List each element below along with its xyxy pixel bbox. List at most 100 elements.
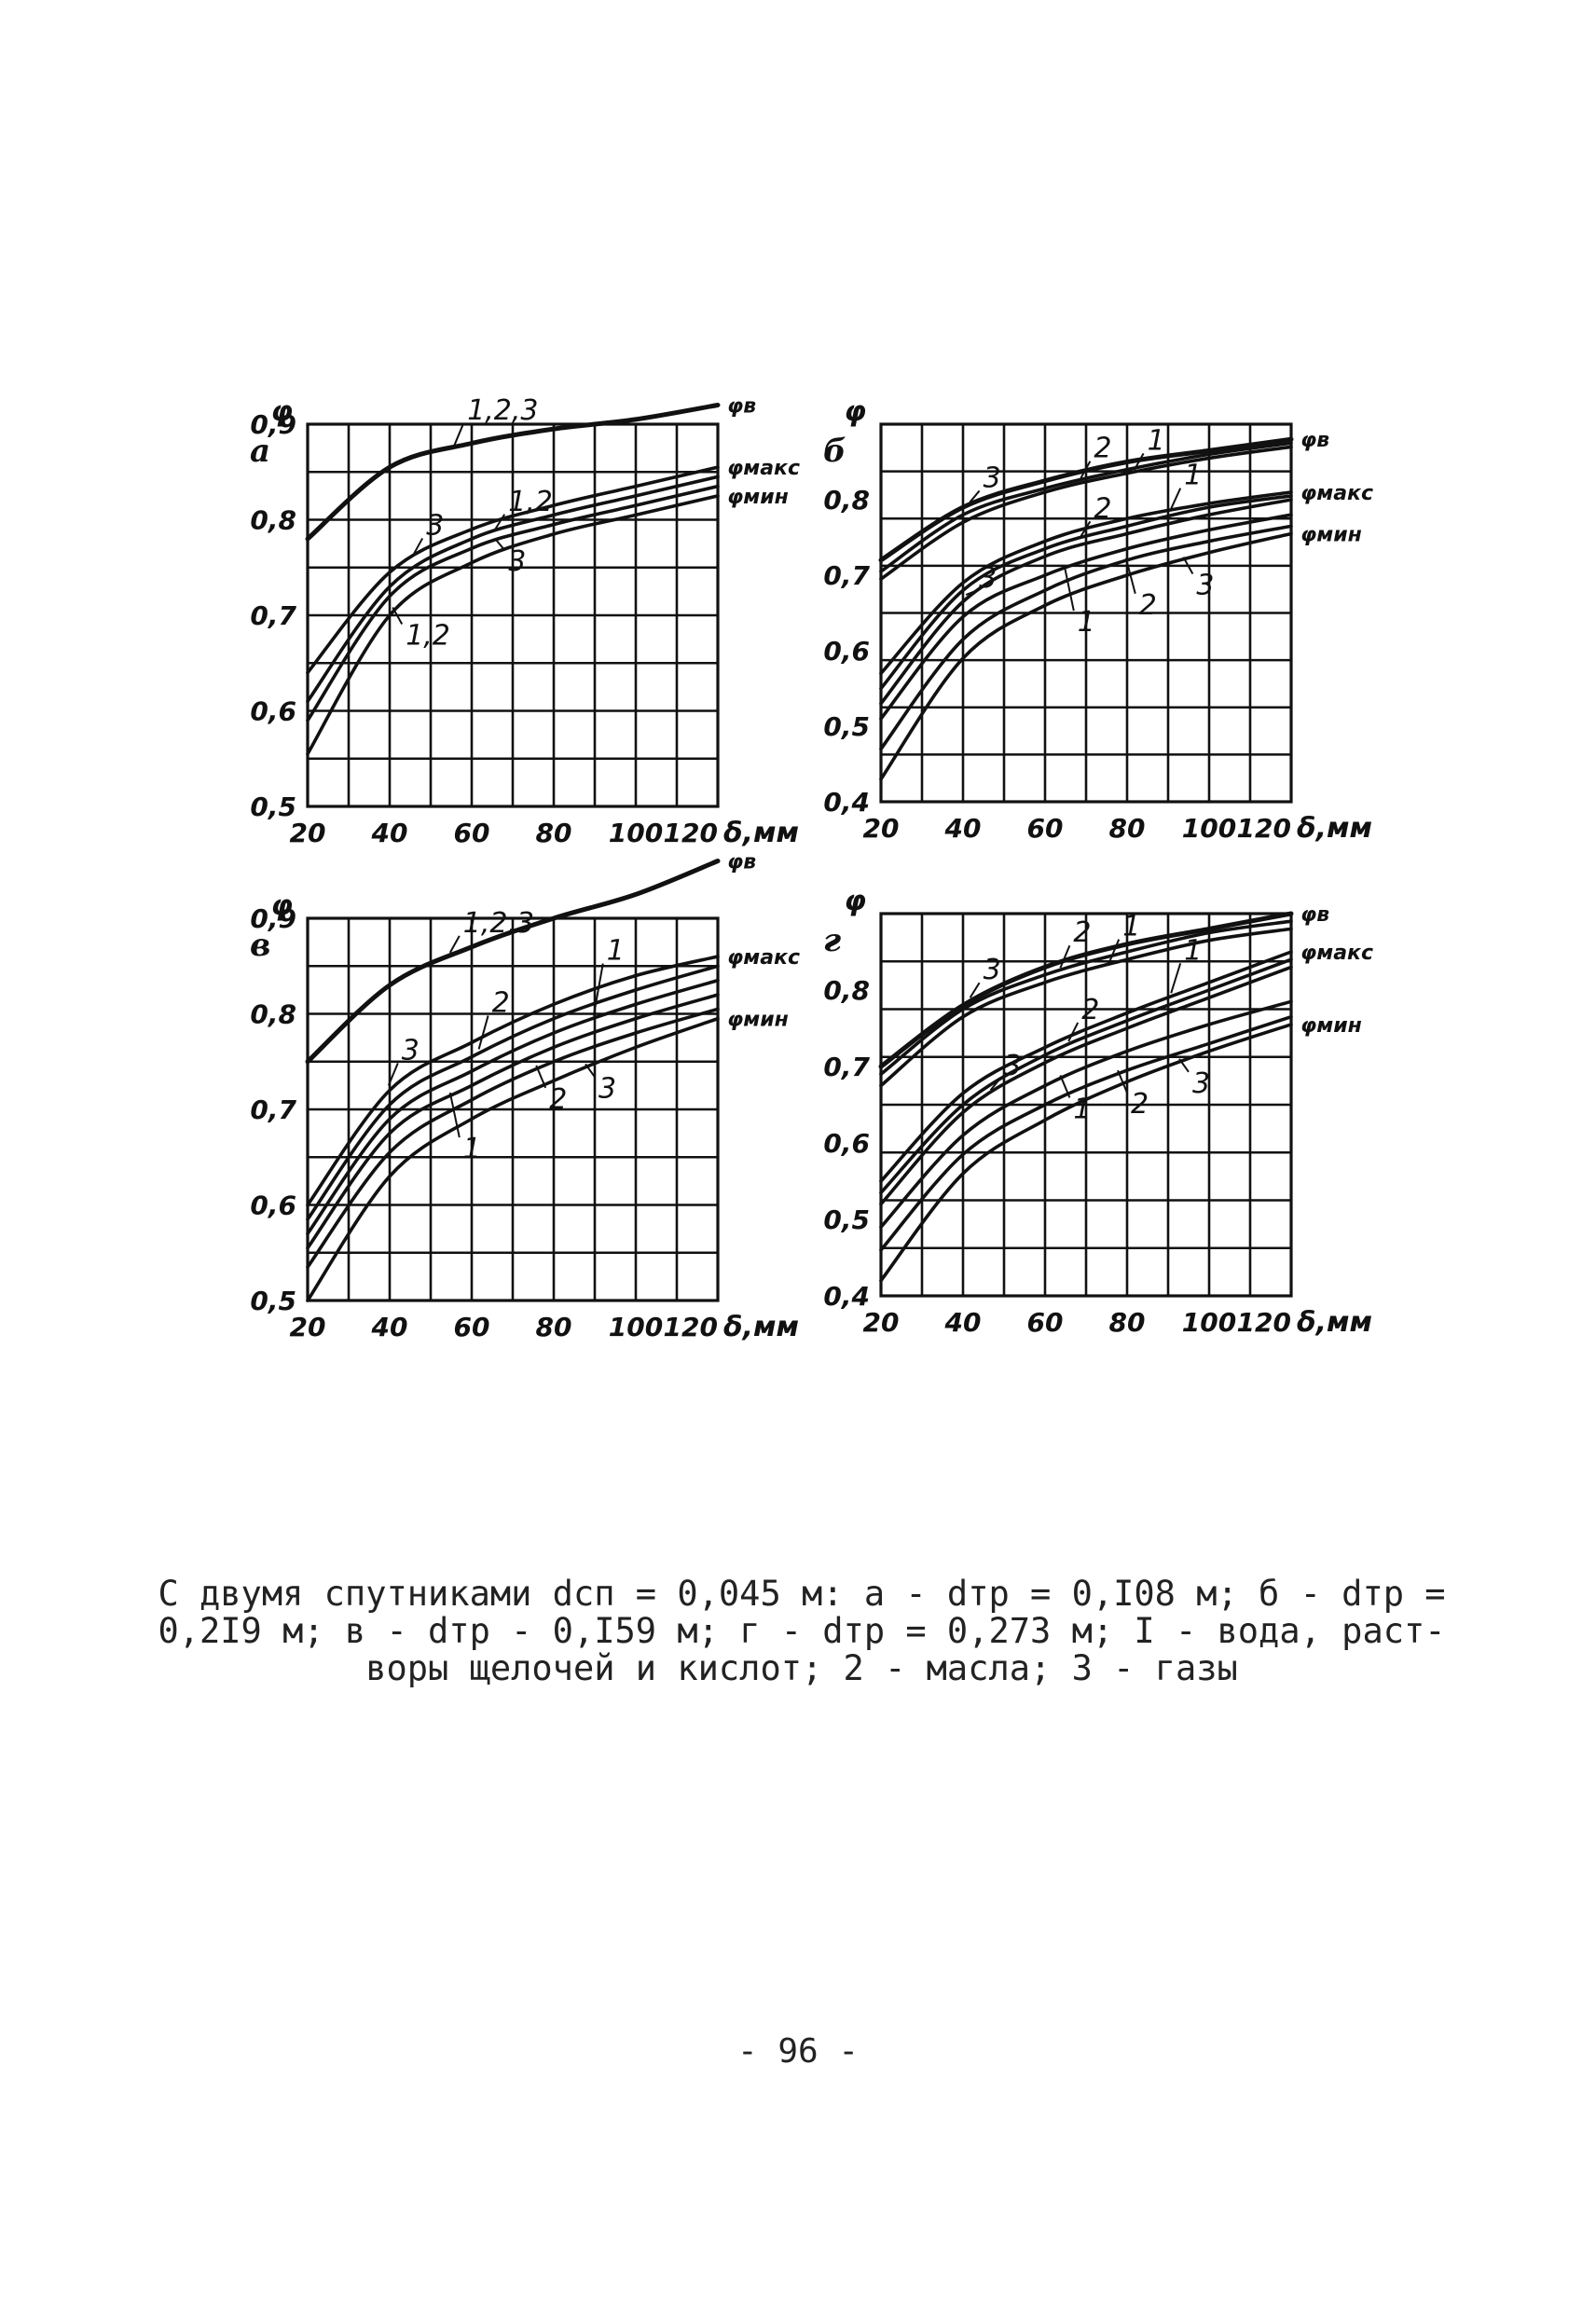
annotation-leader — [448, 935, 461, 954]
series-label: φмин — [1300, 523, 1362, 546]
x-tick-label: 120 — [664, 818, 718, 848]
x-tick-label: 100 — [609, 818, 663, 848]
annotation-leader — [969, 489, 981, 503]
x-tick-label: 20 — [863, 813, 900, 844]
series-line — [306, 993, 720, 1250]
series-line — [879, 919, 1293, 1076]
annotation-leader — [1108, 939, 1121, 963]
annotation-leader — [969, 982, 981, 998]
plot-frame — [306, 916, 720, 1302]
y-tick-label: 0,9 — [250, 903, 296, 934]
series-label: φмакс — [727, 457, 800, 480]
y-tick-label: 0,7 — [250, 1094, 296, 1125]
x-tick-label: 60 — [454, 1312, 490, 1342]
curve-number-label: 3 — [426, 509, 444, 542]
annotation-leader — [494, 538, 505, 551]
y-tick-label: 0,6 — [250, 696, 296, 727]
series-line — [879, 1014, 1293, 1252]
annotation-leader — [1063, 565, 1075, 612]
series-label: φмакс — [1300, 942, 1373, 965]
series-label: φмакс — [1300, 482, 1373, 505]
y-axis-label: φ — [845, 885, 866, 917]
series-line — [306, 955, 720, 1207]
curve-number-label: 1 — [1078, 606, 1095, 639]
curve-number-label: 1 — [1184, 934, 1202, 967]
series-label: φмин — [727, 486, 789, 509]
series-label: φв — [727, 395, 756, 419]
annotation-leader — [1133, 452, 1145, 471]
curve-number-label: 3 — [402, 1034, 420, 1067]
series-line — [306, 1016, 720, 1302]
page-number: - 96 - — [736, 2032, 860, 2071]
y-tick-label: 0,5 — [823, 1204, 870, 1235]
curve-number-label: 1,2,3 — [463, 907, 534, 940]
x-tick-label: 60 — [454, 818, 490, 848]
x-axis-label: δ,мм — [1297, 812, 1372, 845]
annotation-leader — [1170, 962, 1182, 994]
y-tick-label: 0,5 — [250, 791, 296, 822]
curve-number-label: 2 — [549, 1083, 567, 1116]
annotation-leader — [1059, 944, 1071, 969]
annotation-leader — [1067, 1022, 1080, 1042]
y-tick-label: 0,5 — [250, 1286, 296, 1316]
x-tick-label: 40 — [944, 1307, 982, 1338]
annotation-leader — [412, 537, 424, 556]
x-tick-label: 40 — [944, 813, 982, 844]
annotation-leader — [1080, 461, 1092, 479]
curve-number-label: 1 — [1184, 460, 1202, 492]
series-label: φмин — [1300, 1014, 1362, 1038]
series-line — [306, 494, 720, 756]
annotation-leader — [448, 1092, 461, 1138]
annotation-leader — [1080, 520, 1092, 537]
series-label: φв — [1300, 429, 1329, 452]
x-tick-label: 20 — [290, 1312, 326, 1342]
series-line — [305, 403, 721, 542]
y-tick-label: 0,7 — [250, 600, 296, 631]
x-axis-label: δ,мм — [723, 817, 799, 849]
y-tick-label: 0,7 — [823, 560, 870, 591]
curve-number-label: 3 — [508, 545, 526, 578]
series-line — [879, 927, 1293, 1088]
x-tick-label: 80 — [1109, 1307, 1146, 1338]
grid — [881, 424, 1291, 802]
x-tick-label: 20 — [863, 1307, 900, 1338]
series-label: φв — [1300, 903, 1329, 927]
annotation-leader — [1178, 1058, 1190, 1073]
annotation-leader — [989, 1078, 1001, 1091]
series-label: φв — [727, 851, 756, 874]
panel-letter: г — [823, 922, 841, 959]
annotation-leader — [592, 963, 604, 1016]
curve-number-label: 3 — [984, 954, 1001, 986]
curve-number-label: 1,2 — [508, 486, 553, 518]
series-line — [305, 859, 721, 1065]
x-tick-label: 80 — [1109, 813, 1146, 844]
curve-number-label: 1,2 — [406, 620, 450, 653]
annotation-leader — [387, 1062, 399, 1086]
series-line — [306, 475, 720, 704]
curve-number-label: 1 — [1148, 424, 1165, 457]
y-tick-label: 0,6 — [823, 636, 870, 667]
x-tick-label: 40 — [371, 818, 408, 848]
series-line — [879, 494, 1293, 691]
x-tick-label: 100 — [1182, 1307, 1236, 1338]
y-tick-label: 0,8 — [823, 485, 870, 516]
x-tick-label: 80 — [536, 1312, 572, 1342]
curve-number-label: 3 — [984, 461, 1001, 494]
curve-number-label: 3 — [979, 562, 997, 595]
annotation-leader — [1059, 1075, 1071, 1098]
annotation-leader — [1124, 557, 1136, 595]
curve-number-label: 1,2,3 — [467, 394, 538, 427]
y-tick-label: 0,4 — [823, 1281, 870, 1312]
y-tick-label: 0,6 — [823, 1128, 870, 1159]
curve-number-label: 3 — [598, 1072, 616, 1105]
annotation-leader — [1170, 488, 1182, 510]
y-axis-label: φ — [845, 395, 866, 428]
series-label: φмакс — [727, 946, 800, 970]
series-line — [306, 978, 720, 1236]
panel-letter: б — [823, 433, 846, 470]
curve-number-label: 2 — [1073, 916, 1091, 949]
y-tick-label: 0,5 — [823, 711, 870, 742]
plot-frame — [879, 912, 1293, 1298]
series-line — [879, 957, 1293, 1195]
